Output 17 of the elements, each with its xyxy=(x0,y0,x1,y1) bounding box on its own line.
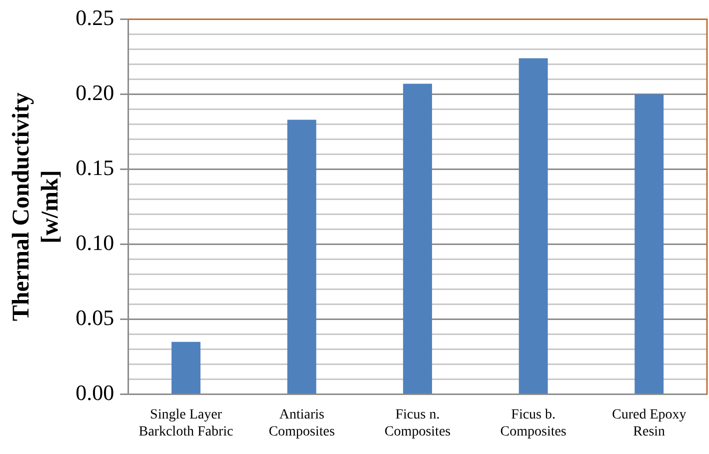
y-tick-label: 0.20 xyxy=(76,80,114,106)
bar xyxy=(287,120,316,394)
y-tick-label: 0.25 xyxy=(76,4,114,30)
y-tick-label: 0.15 xyxy=(76,155,114,180)
x-tick-label: Antiaris Composites xyxy=(268,407,335,440)
y-axis-title: Thermal Conductivity [w/mk] xyxy=(8,92,64,322)
bar xyxy=(634,94,664,394)
x-tick-label: Cured Epoxy Resin xyxy=(612,407,686,440)
y-tick-label: 0.00 xyxy=(76,380,114,406)
x-tick-label: Ficus n. Composites xyxy=(384,407,451,440)
bar xyxy=(403,84,432,394)
bar xyxy=(518,58,548,394)
x-tick-label: Single Layer Barkcloth Fabric xyxy=(138,407,234,440)
y-tick-label: 0.10 xyxy=(76,230,114,256)
y-tick-label: 0.05 xyxy=(76,305,114,330)
bar xyxy=(172,342,200,394)
x-tick-label: Ficus b. Composites xyxy=(500,407,566,440)
